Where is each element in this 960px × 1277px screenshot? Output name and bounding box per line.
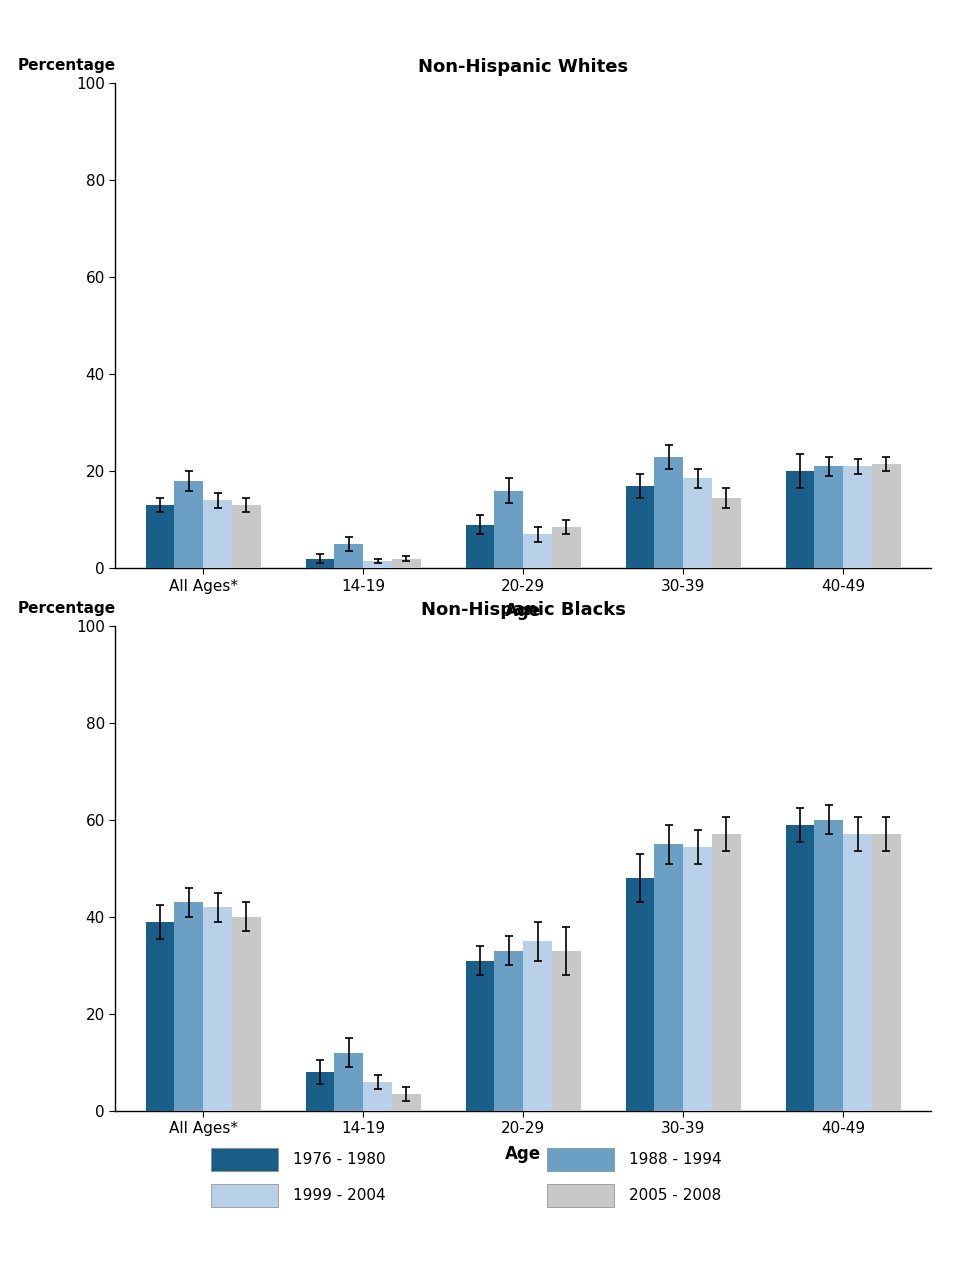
Bar	[872, 834, 900, 1111]
Bar	[392, 1094, 420, 1111]
Text: 1999 - 2004: 1999 - 2004	[293, 1188, 385, 1203]
Bar	[785, 471, 814, 568]
Bar	[552, 951, 581, 1111]
Bar	[175, 481, 204, 568]
Text: Percentage: Percentage	[17, 601, 115, 616]
Bar	[523, 534, 552, 568]
Bar	[232, 506, 261, 568]
Bar	[843, 834, 872, 1111]
Bar	[146, 506, 175, 568]
Bar	[814, 820, 843, 1111]
Bar	[363, 561, 392, 568]
Bar	[626, 879, 655, 1111]
Bar	[552, 527, 581, 568]
Bar	[626, 485, 655, 568]
Bar	[204, 907, 232, 1111]
Bar	[232, 917, 261, 1111]
Bar	[204, 501, 232, 568]
Bar	[523, 941, 552, 1111]
Title: Non-Hispanic Blacks: Non-Hispanic Blacks	[420, 600, 626, 618]
Text: 1976 - 1980: 1976 - 1980	[293, 1152, 385, 1167]
Bar	[334, 544, 363, 568]
Bar	[655, 844, 684, 1111]
Bar	[872, 464, 900, 568]
Bar	[684, 847, 712, 1111]
Bar	[305, 558, 334, 568]
Bar	[466, 525, 494, 568]
Bar	[655, 457, 684, 568]
Bar	[814, 466, 843, 568]
Text: 1988 - 1994: 1988 - 1994	[629, 1152, 721, 1167]
Bar	[843, 466, 872, 568]
Bar	[392, 558, 420, 568]
Bar	[466, 960, 494, 1111]
Bar	[334, 1052, 363, 1111]
X-axis label: Age: Age	[505, 601, 541, 621]
Text: Percentage: Percentage	[17, 59, 115, 73]
Bar	[494, 951, 523, 1111]
Bar	[712, 498, 741, 568]
Text: 2005 - 2008: 2005 - 2008	[629, 1188, 721, 1203]
Bar	[305, 1073, 334, 1111]
X-axis label: Age: Age	[505, 1144, 541, 1163]
Bar	[684, 479, 712, 568]
Bar	[785, 825, 814, 1111]
Bar	[712, 834, 741, 1111]
Title: Non-Hispanic Whites: Non-Hispanic Whites	[419, 57, 628, 75]
Bar	[494, 490, 523, 568]
Bar	[175, 903, 204, 1111]
Bar	[146, 922, 175, 1111]
Bar	[363, 1082, 392, 1111]
